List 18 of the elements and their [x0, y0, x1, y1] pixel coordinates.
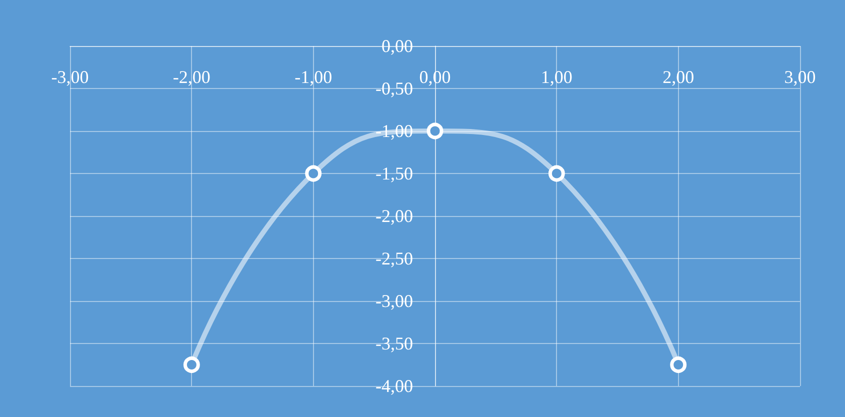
point: [670, 356, 687, 373]
y-tick-label: -3,00: [376, 291, 413, 311]
x-tick-label: 1,00: [540, 67, 572, 87]
y-tick-label: -1,50: [376, 164, 413, 184]
y-tick-label: -3,50: [376, 334, 413, 354]
y-tick-label: -2,50: [376, 248, 413, 268]
x-tick-label: 3,00: [784, 67, 816, 87]
x-tick-label: -2,00: [172, 67, 210, 87]
y-tick-label: -4,00: [376, 376, 413, 396]
point: [548, 165, 565, 182]
point: [426, 122, 444, 140]
x-tick-label: -1,00: [294, 67, 332, 87]
y-tick-label: -2,00: [376, 206, 413, 226]
x-tick-label: -3,00: [51, 67, 89, 87]
y-tick-label: -0,50: [376, 78, 413, 98]
x-tick-label: 2,00: [662, 67, 694, 87]
point: [183, 356, 200, 373]
point: [305, 165, 322, 182]
